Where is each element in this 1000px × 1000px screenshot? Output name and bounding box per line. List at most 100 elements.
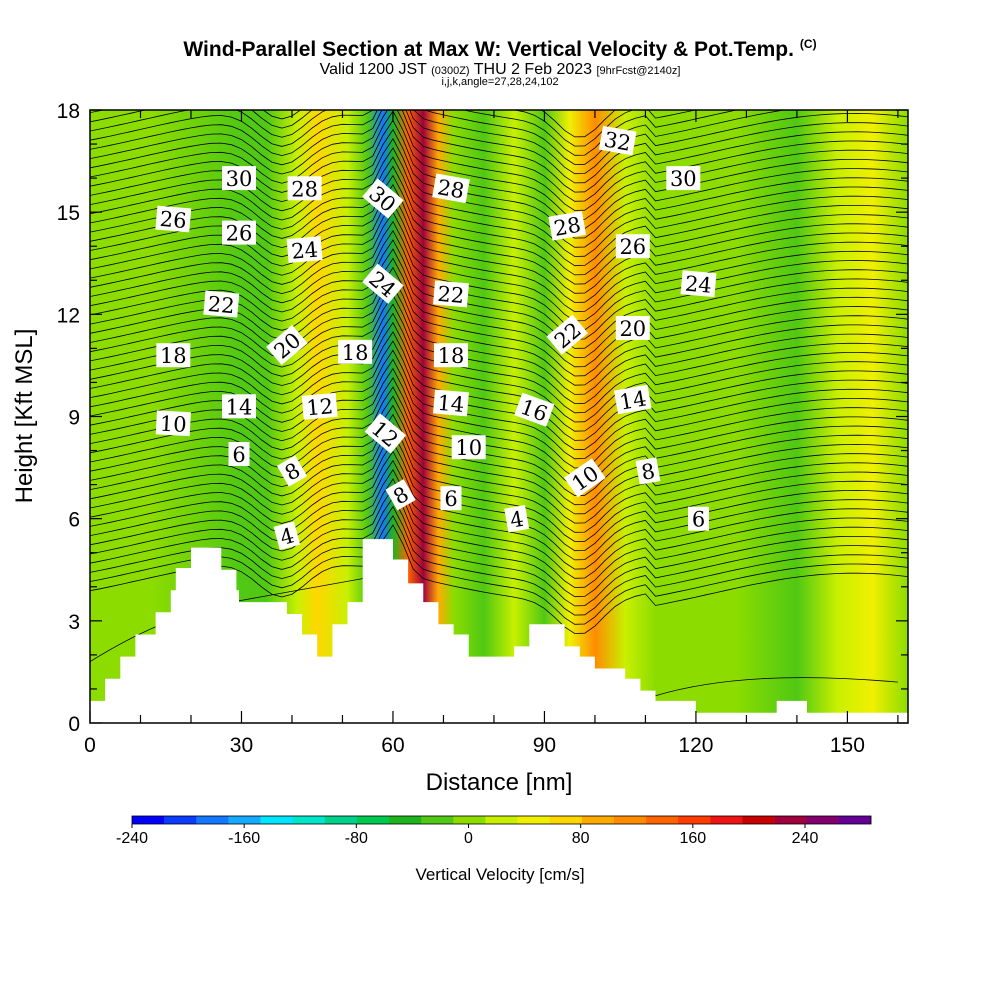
contour-label-box <box>434 343 468 368</box>
y-tick-label: 12 <box>57 304 80 327</box>
contour-label-box <box>203 290 240 318</box>
colorbar-swatch <box>613 816 647 824</box>
contour-label-box <box>286 236 323 264</box>
contour-label-box <box>548 211 587 241</box>
contour-label-text: 6 <box>232 443 245 467</box>
colorbar-tick-label: 160 <box>679 830 706 847</box>
theta-contour-line <box>90 450 908 561</box>
theta-contour-line <box>90 156 908 267</box>
colorbar-swatch <box>356 816 390 824</box>
theta-contour-line <box>90 110 908 202</box>
theta-contour-line <box>90 211 908 322</box>
theta-contour-line <box>90 340 908 451</box>
contour-label-box <box>613 384 652 415</box>
contour-label-text: 6 <box>444 487 457 511</box>
contour-label-text: 14 <box>618 386 648 414</box>
theta-contour-line <box>90 478 908 588</box>
contour-label: 28 <box>548 211 587 241</box>
colorbar-swatch <box>260 816 293 824</box>
contour-label-text: 10 <box>455 436 482 460</box>
theta-contour-line <box>90 331 908 441</box>
contour-label-box <box>680 270 717 298</box>
contour-label: 30 <box>222 166 256 191</box>
colorbar-swatch <box>549 816 583 824</box>
contour-label: 14 <box>433 389 469 417</box>
contour-label-box <box>155 205 192 233</box>
theta-contour-line <box>90 432 908 542</box>
colorbar-swatch <box>421 816 454 824</box>
theta-contours <box>90 110 908 697</box>
contour-label: 8 <box>635 457 661 485</box>
contour-label-box <box>222 220 256 245</box>
colorbar-swatch <box>164 816 197 824</box>
contour-label-text: 28 <box>436 175 466 203</box>
colorbar-title: Vertical Velocity [cm/s] <box>415 865 584 884</box>
contour-label-box <box>433 389 469 417</box>
contour-label: 28 <box>432 173 470 204</box>
theta-contour-line <box>90 377 908 487</box>
contour-label: 18 <box>434 343 468 368</box>
colorbar-tick-label: 80 <box>572 830 590 847</box>
theta-contour-line <box>90 110 908 221</box>
contour-label-text: 18 <box>342 341 369 365</box>
contour-label: 8 <box>385 479 416 511</box>
colorbar-swatch <box>774 816 808 824</box>
theta-contour-line <box>90 349 908 460</box>
y-tick-label: 9 <box>68 407 80 430</box>
contour-label-box <box>155 410 191 437</box>
colorbar-swatch <box>453 816 486 824</box>
theta-contour-line <box>90 515 908 625</box>
contour-label-box <box>432 173 470 204</box>
contour-label-box <box>440 486 462 511</box>
contour-label-text: 30 <box>670 167 697 191</box>
theta-contour-line <box>90 110 908 211</box>
theta-contour-line <box>90 469 908 579</box>
contour-label: 22 <box>203 290 240 318</box>
contour-label-text: 18 <box>438 344 465 368</box>
contour-label-box <box>287 176 322 201</box>
contour-label-box <box>546 314 588 355</box>
contour-label: 30 <box>666 166 701 191</box>
contour-label: 6 <box>228 442 250 467</box>
contour-label-box <box>563 458 606 498</box>
x-tick-label: 30 <box>230 734 253 757</box>
theta-contour-line <box>90 110 908 184</box>
colorbar-swatch <box>292 816 326 824</box>
colorbar-swatch <box>324 816 358 824</box>
contour-label-text: 6 <box>692 508 705 532</box>
y-tick-label: 0 <box>68 713 80 736</box>
y-tick-label: 3 <box>68 611 80 634</box>
contour-label-box <box>156 343 191 368</box>
theta-contour-line <box>90 110 908 193</box>
copyright-mark: (C) <box>799 37 817 51</box>
colorbar-swatch <box>228 816 261 824</box>
contour-label: 4 <box>273 521 301 551</box>
theta-contour-line <box>90 220 908 331</box>
contour-label: 26 <box>222 220 256 246</box>
contour-label-box <box>433 280 469 308</box>
contour-label-text: 30 <box>226 167 253 191</box>
contour-label-text: 28 <box>552 213 582 241</box>
theta-contour-line <box>90 413 908 524</box>
colorbar-swatch <box>389 816 422 824</box>
contour-label-box <box>598 125 637 156</box>
contour-label-box <box>338 339 373 364</box>
contour-label-text: 32 <box>602 127 632 155</box>
contour-label-box <box>222 166 256 191</box>
colorbar: -240 -160 -80 0 80 160 240 <box>116 815 872 847</box>
contour-label: 22 <box>433 280 469 308</box>
contour-label-box <box>688 506 709 531</box>
contour-label: 24 <box>680 270 717 298</box>
contour-label-text: 10 <box>159 412 187 437</box>
theta-contour-line <box>90 404 908 515</box>
colorbar-tick-label: -80 <box>345 830 368 847</box>
contour-label: 10 <box>155 410 191 437</box>
contour-label: 4 <box>504 505 530 533</box>
theta-contour-line <box>90 321 908 432</box>
colorbar-swatch <box>678 816 711 824</box>
contour-label: 12 <box>301 392 338 420</box>
contour-label-box <box>451 435 486 460</box>
chart-title-text: Wind-Parallel Section at Max W: Vertical… <box>183 38 794 61</box>
theta-contour-line <box>90 276 908 386</box>
